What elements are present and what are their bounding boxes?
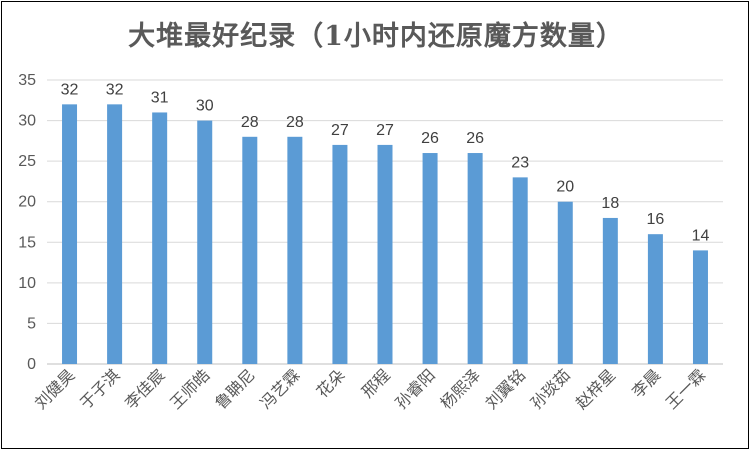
data-label: 16 bbox=[647, 211, 665, 228]
data-label: 27 bbox=[331, 122, 349, 139]
bar bbox=[287, 136, 303, 364]
bar bbox=[647, 234, 663, 364]
bar bbox=[197, 120, 213, 364]
x-tick-label: 刘翼铭 bbox=[482, 365, 529, 412]
bar bbox=[692, 250, 708, 364]
x-tick-label: 鲁聃尼 bbox=[211, 365, 258, 412]
x-tick-label: 赵梓星 bbox=[572, 365, 619, 412]
bar bbox=[62, 104, 78, 364]
x-tick-label: 邢程 bbox=[358, 365, 394, 401]
y-tick-label: 35 bbox=[18, 72, 36, 89]
data-label: 26 bbox=[421, 130, 439, 147]
data-label: 28 bbox=[241, 114, 259, 131]
bar bbox=[152, 112, 168, 364]
data-labels: 32 32 31 30 28 28 27 27 26 26 23 20 18 16 14 bbox=[61, 81, 710, 244]
data-label: 23 bbox=[511, 154, 529, 171]
data-label: 32 bbox=[61, 81, 79, 98]
x-tick-label: 于子淇 bbox=[76, 365, 123, 412]
bars bbox=[62, 104, 708, 364]
data-label: 18 bbox=[601, 195, 619, 212]
bar bbox=[107, 104, 123, 364]
y-tick-label: 5 bbox=[27, 315, 36, 332]
chart-title: 大堆最好纪录（1小时内还原魔方数量） bbox=[128, 21, 624, 52]
x-tick-label: 王一霖 bbox=[662, 365, 709, 412]
x-tick-label: 李佳宸 bbox=[121, 365, 168, 412]
x-tick-label: 杨熙泽 bbox=[437, 365, 484, 412]
bar bbox=[242, 136, 258, 364]
x-tick-label: 王师皓 bbox=[166, 365, 213, 412]
bar bbox=[422, 153, 438, 364]
bar bbox=[512, 177, 528, 364]
y-tick-label: 0 bbox=[27, 356, 36, 373]
y-axis: 0 5 10 15 20 25 30 35 bbox=[18, 72, 36, 373]
bar bbox=[602, 217, 618, 364]
y-tick-label: 25 bbox=[18, 153, 36, 170]
bar bbox=[557, 201, 573, 364]
x-tick-label: 花朵 bbox=[313, 365, 349, 401]
x-tick-label: 刘健昊 bbox=[31, 365, 78, 412]
x-tick-label: 孙琰茹 bbox=[527, 365, 574, 412]
x-tick-label: 孙睿阳 bbox=[392, 365, 439, 412]
data-label: 32 bbox=[106, 81, 124, 98]
y-tick-label: 30 bbox=[18, 113, 36, 130]
data-label: 30 bbox=[196, 98, 214, 115]
bar bbox=[467, 153, 483, 364]
data-label: 26 bbox=[466, 130, 484, 147]
data-label: 27 bbox=[376, 122, 394, 139]
y-tick-label: 10 bbox=[18, 275, 36, 292]
data-label: 31 bbox=[151, 89, 169, 106]
y-tick-label: 20 bbox=[18, 194, 36, 211]
x-tick-label: 冯艺霖 bbox=[256, 365, 303, 412]
y-tick-label: 15 bbox=[18, 234, 36, 251]
data-label: 28 bbox=[286, 114, 304, 131]
x-tick-label: 李晨 bbox=[628, 365, 664, 401]
bar bbox=[377, 144, 393, 364]
data-label: 14 bbox=[692, 227, 710, 244]
bar bbox=[332, 144, 348, 364]
data-label: 20 bbox=[556, 179, 574, 196]
